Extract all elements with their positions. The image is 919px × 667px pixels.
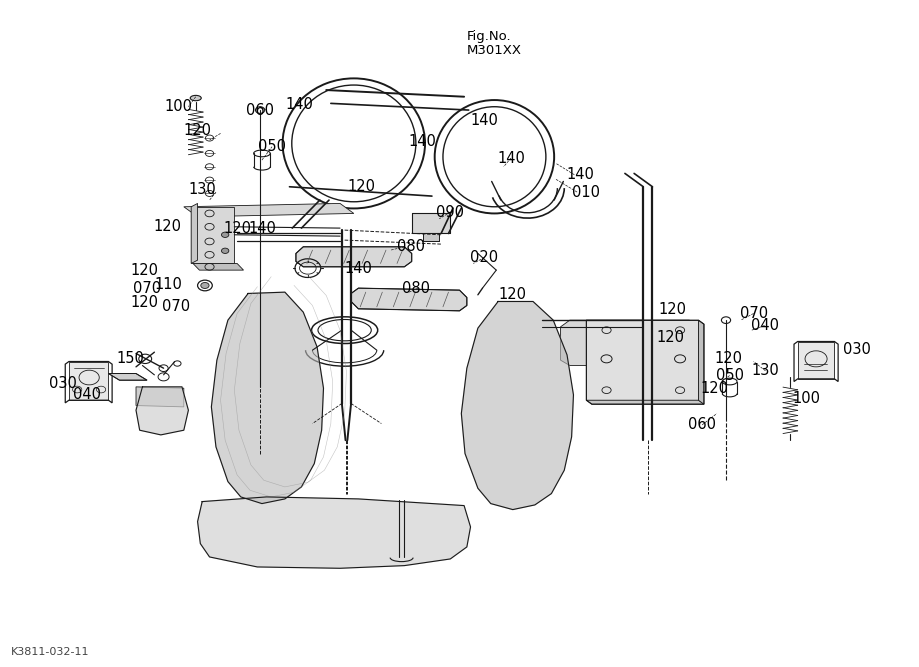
Polygon shape xyxy=(136,387,184,407)
Text: 140: 140 xyxy=(497,151,525,165)
Text: 070: 070 xyxy=(163,299,190,314)
Text: Fig.No.: Fig.No. xyxy=(467,29,512,43)
Text: 030: 030 xyxy=(844,342,871,357)
Text: 040: 040 xyxy=(751,318,778,333)
Polygon shape xyxy=(586,400,704,404)
Text: M301XX: M301XX xyxy=(467,44,522,57)
Text: 100: 100 xyxy=(165,99,192,114)
Text: 140: 140 xyxy=(567,167,595,182)
Text: 120: 120 xyxy=(715,352,743,366)
Text: 120: 120 xyxy=(153,219,181,234)
Polygon shape xyxy=(198,497,471,568)
Text: 080: 080 xyxy=(397,239,425,254)
Text: 150: 150 xyxy=(117,351,144,366)
Polygon shape xyxy=(108,374,147,380)
Text: 010: 010 xyxy=(573,185,600,199)
Text: 120: 120 xyxy=(223,221,251,235)
Text: 070: 070 xyxy=(133,281,161,295)
Text: 070: 070 xyxy=(740,306,767,321)
Polygon shape xyxy=(136,387,188,435)
Text: 140: 140 xyxy=(409,134,437,149)
Text: K3811-032-11: K3811-032-11 xyxy=(11,648,89,657)
Text: 140: 140 xyxy=(249,221,277,235)
Ellipse shape xyxy=(221,232,229,237)
Text: 130: 130 xyxy=(752,364,779,378)
Text: 080: 080 xyxy=(403,281,430,295)
Polygon shape xyxy=(698,320,704,404)
Polygon shape xyxy=(461,301,573,510)
Text: 060: 060 xyxy=(688,418,716,432)
Text: 100: 100 xyxy=(793,392,821,406)
Polygon shape xyxy=(211,292,323,504)
Text: 140: 140 xyxy=(345,261,372,275)
Polygon shape xyxy=(296,247,412,267)
Text: 020: 020 xyxy=(471,250,498,265)
Polygon shape xyxy=(412,213,450,233)
Text: 050: 050 xyxy=(716,368,743,383)
Text: 120: 120 xyxy=(184,123,211,138)
Polygon shape xyxy=(351,288,467,311)
Ellipse shape xyxy=(190,95,201,101)
Text: 120: 120 xyxy=(130,295,158,310)
Text: 120: 120 xyxy=(347,179,375,193)
Text: 090: 090 xyxy=(437,205,464,219)
Text: 060: 060 xyxy=(246,103,274,117)
Text: 030: 030 xyxy=(49,376,76,391)
Text: 120: 120 xyxy=(659,302,686,317)
Text: 130: 130 xyxy=(188,182,216,197)
Text: 140: 140 xyxy=(471,113,498,127)
Text: 050: 050 xyxy=(258,139,286,154)
Text: 120: 120 xyxy=(130,263,158,277)
Ellipse shape xyxy=(221,248,229,253)
Polygon shape xyxy=(193,263,244,270)
Polygon shape xyxy=(586,320,698,400)
Text: 120: 120 xyxy=(657,330,685,345)
Polygon shape xyxy=(561,320,698,366)
Polygon shape xyxy=(69,362,108,400)
Text: 110: 110 xyxy=(154,277,182,291)
Polygon shape xyxy=(423,233,439,241)
Text: 120: 120 xyxy=(499,287,527,302)
Polygon shape xyxy=(191,207,234,263)
Polygon shape xyxy=(184,203,354,217)
Text: 140: 140 xyxy=(286,97,313,111)
Text: 040: 040 xyxy=(74,388,101,402)
Polygon shape xyxy=(798,342,834,379)
Ellipse shape xyxy=(200,283,210,289)
Polygon shape xyxy=(191,203,198,263)
Text: 120: 120 xyxy=(700,381,728,396)
